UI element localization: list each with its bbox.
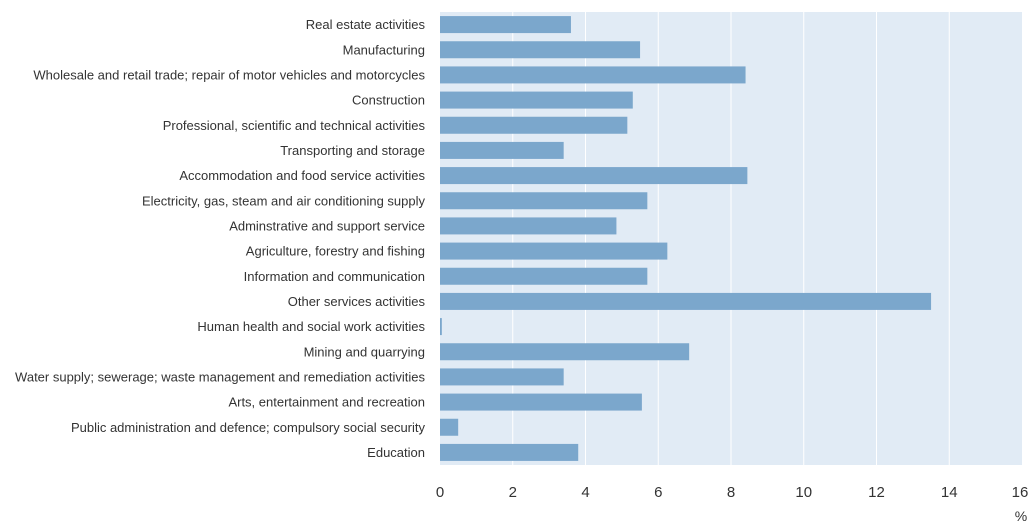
category-label: Human health and social work activities — [197, 319, 425, 334]
bar — [440, 418, 459, 436]
category-labels: Real estate activities Manufacturing Whole… — [15, 17, 425, 460]
bar — [440, 368, 564, 386]
bar — [440, 116, 628, 134]
bar — [440, 318, 442, 336]
bar — [440, 91, 633, 109]
category-label: Mining and quarrying — [304, 344, 425, 359]
x-tick-label: 6 — [654, 484, 662, 501]
bars — [440, 16, 932, 461]
bar — [440, 343, 690, 361]
x-unit-label: % — [1015, 508, 1027, 524]
category-label: Accommodation and food service activitie… — [179, 168, 425, 183]
bar — [440, 292, 932, 310]
category-label: Wholesale and retail trade; repair of mo… — [33, 67, 425, 82]
bar — [440, 16, 571, 34]
category-label: Real estate activities — [306, 17, 426, 32]
bar — [440, 393, 642, 411]
x-tick-labels: 0 2 4 6 8 10 12 14 16 — [436, 484, 1029, 501]
bar — [440, 443, 579, 461]
category-label: Education — [367, 445, 425, 460]
x-tick-label: 2 — [509, 484, 517, 501]
x-tick-label: 14 — [941, 484, 958, 501]
category-label: Electricity, gas, steam and air conditio… — [142, 193, 426, 208]
x-tick-label: 10 — [795, 484, 812, 501]
x-tick-label: 12 — [868, 484, 885, 501]
category-label: Agriculture, forestry and fishing — [246, 244, 425, 259]
bar — [440, 167, 748, 185]
category-label: Public administration and defence; compu… — [71, 420, 426, 435]
category-label: Transporting and storage — [280, 143, 425, 158]
category-label: Water supply; sewerage; waste management… — [15, 369, 425, 384]
category-label: Construction — [352, 93, 425, 108]
category-label: Manufacturing — [343, 42, 425, 57]
gridlines — [512, 12, 950, 465]
bar — [440, 66, 746, 84]
x-tick-label: 0 — [436, 484, 444, 501]
category-label: Other services activities — [288, 294, 426, 309]
x-tick-label: 8 — [727, 484, 735, 501]
bar — [440, 41, 641, 59]
category-label: Information and communication — [244, 269, 425, 284]
category-label: Arts, entertainment and recreation — [228, 395, 425, 410]
category-label: Professional, scientific and technical a… — [163, 118, 426, 133]
bar — [440, 267, 648, 285]
bar — [440, 242, 668, 260]
bar — [440, 141, 564, 159]
x-tick-label: 16 — [1012, 484, 1029, 501]
bar — [440, 192, 648, 210]
category-label: Adminstrative and support service — [229, 218, 425, 233]
x-tick-label: 4 — [581, 484, 589, 501]
bar — [440, 217, 617, 235]
